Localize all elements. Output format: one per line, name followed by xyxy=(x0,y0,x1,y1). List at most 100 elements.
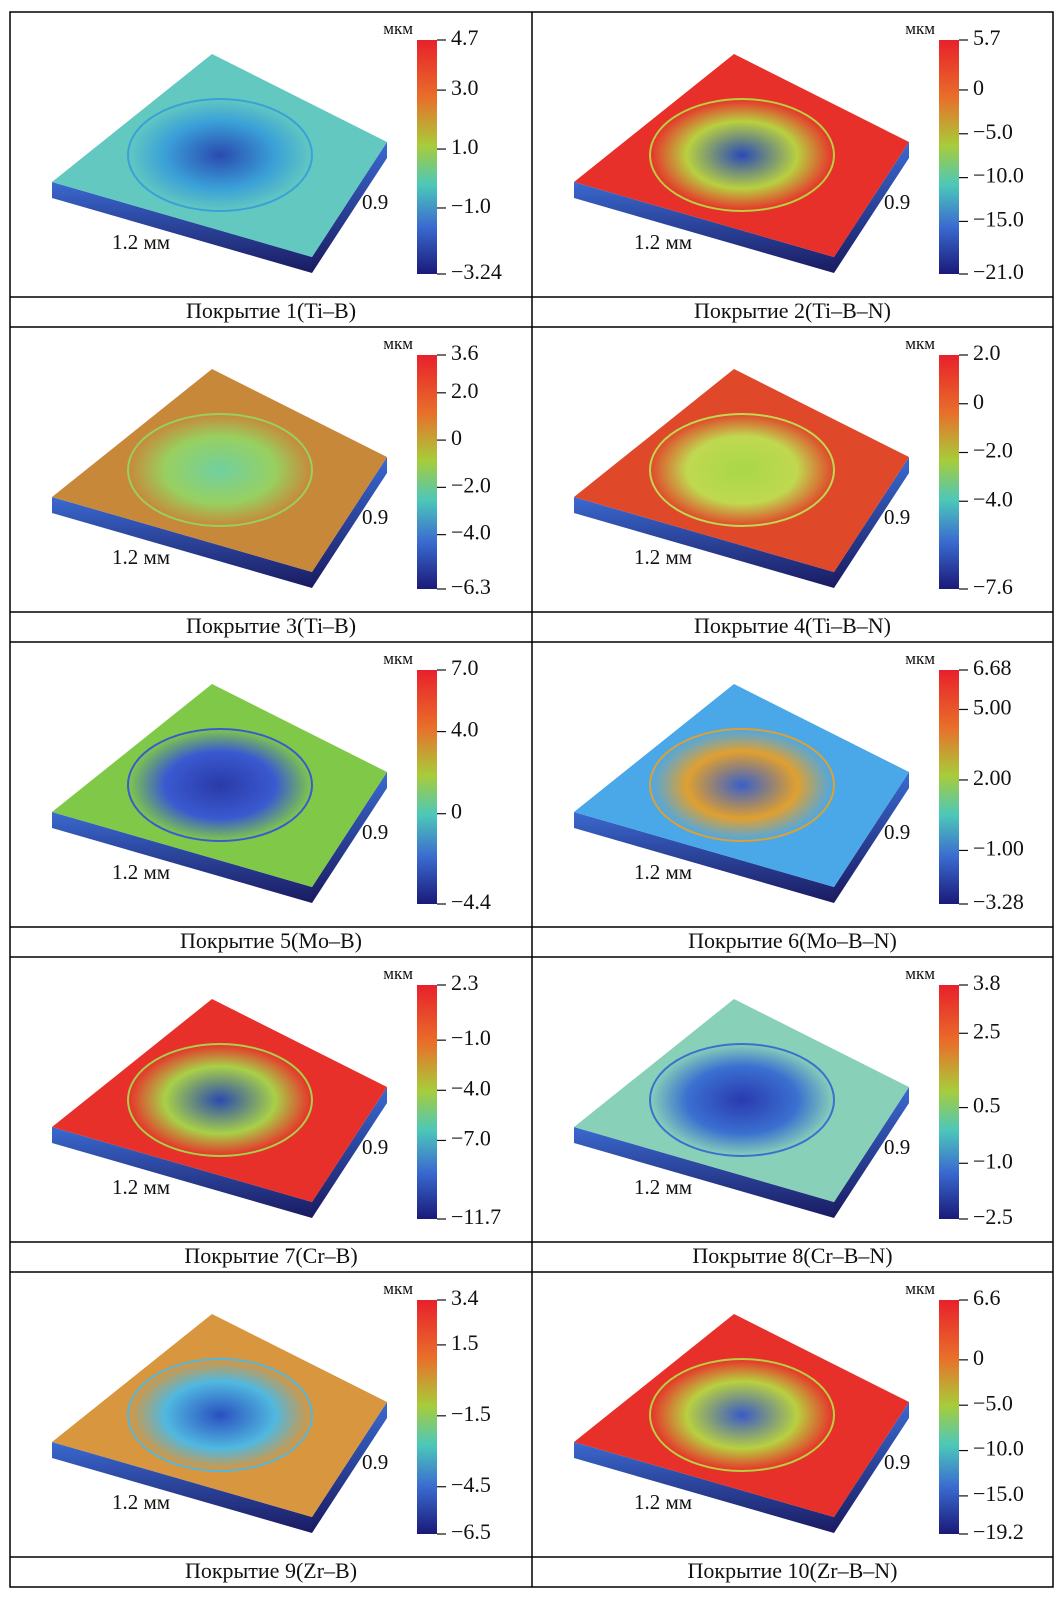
colorbar-tick-label: −3.24 xyxy=(451,259,502,284)
panel: 1.2 мм0.9мкм3.82.50.5−1.0−2.5Покрытие 8(… xyxy=(574,964,1013,1268)
crater xyxy=(128,729,312,841)
colorbar xyxy=(939,1300,959,1534)
unit-label: мкм xyxy=(905,964,935,983)
unit-label: мкм xyxy=(383,964,413,983)
colorbar-tick-label: −19.2 xyxy=(973,1519,1024,1544)
x-size-label: 1.2 мм xyxy=(112,230,170,254)
colorbar-tick-label: −5.0 xyxy=(973,1390,1013,1415)
colorbar-tick-label: −4.0 xyxy=(451,1075,491,1100)
y-size-label: 0.9 xyxy=(884,505,910,529)
panel-caption: Покрытие 8(Cr–B–N) xyxy=(692,1243,892,1268)
y-size-label: 0.9 xyxy=(362,820,388,844)
colorbar-tick-label: −4.4 xyxy=(451,889,491,914)
colorbar-tick-label: −2.0 xyxy=(451,472,491,497)
y-size-label: 0.9 xyxy=(884,1450,910,1474)
panel: 1.2 мм0.9мкм2.00−2.0−4.0−7.6Покрытие 4(T… xyxy=(574,334,1013,638)
panel-caption: Покрытие 4(Ti–B–N) xyxy=(694,613,891,638)
unit-label: мкм xyxy=(383,1279,413,1298)
colorbar xyxy=(417,355,437,589)
colorbar-tick-label: 0 xyxy=(451,799,462,824)
colorbar-tick-label: 0 xyxy=(973,389,984,414)
colorbar-tick-label: −4.0 xyxy=(451,520,491,545)
colorbar xyxy=(417,670,437,904)
colorbar-tick-label: −1.0 xyxy=(451,1025,491,1050)
colorbar-tick-label: 6.68 xyxy=(973,655,1012,680)
colorbar-tick-label: 2.3 xyxy=(451,970,479,995)
crater xyxy=(650,414,834,526)
crater xyxy=(128,99,312,211)
colorbar-tick-label: −6.5 xyxy=(451,1519,491,1544)
unit-label: мкм xyxy=(905,1279,935,1298)
colorbar-tick-label: 2.0 xyxy=(973,340,1001,365)
crater xyxy=(128,1359,312,1471)
colorbar xyxy=(939,40,959,274)
y-size-label: 0.9 xyxy=(884,1135,910,1159)
colorbar xyxy=(939,670,959,904)
colorbar-tick-label: 5.00 xyxy=(973,695,1012,720)
crater xyxy=(128,414,312,526)
page: {"panels": [ {"caption": "Покрытие 1(Ti–… xyxy=(0,0,1063,1614)
panel-caption: Покрытие 3(Ti–B) xyxy=(186,613,356,638)
colorbar-tick-label: 3.6 xyxy=(451,340,479,365)
colorbar-tick-label: −4.5 xyxy=(451,1472,491,1497)
panel: 1.2 мм 0.9 мкм 3.6 2.0 0 −2.0 −4.0 −6.3 Покрытие … xyxy=(52,334,491,638)
y-size-label: 0.9 xyxy=(362,505,388,529)
colorbar xyxy=(417,1300,437,1534)
panel-caption: Покрытие 6(Mo–B–N) xyxy=(688,928,897,953)
colorbar-tick-label: 2.5 xyxy=(973,1018,1001,1043)
panel-caption: Покрытие 2(Ti–B–N) xyxy=(694,298,891,323)
colorbar-tick-label: −6.3 xyxy=(451,574,491,599)
panel: 1.2 мм0.9мкм3.41.5−1.5−4.5−6.5Покрытие 9… xyxy=(52,1279,491,1583)
unit-label: мкм xyxy=(383,649,413,668)
colorbar-tick-label: 3.0 xyxy=(451,75,479,100)
colorbar-tick-label: 6.6 xyxy=(973,1285,1001,1310)
colorbar-tick-label: 1.5 xyxy=(451,1330,479,1355)
y-size-label: 0.9 xyxy=(884,190,910,214)
colorbar-tick-label: −15.0 xyxy=(973,206,1024,231)
unit-label: мкм xyxy=(905,19,935,38)
colorbar-tick-label: −21.0 xyxy=(973,259,1024,284)
unit-label: мкм xyxy=(905,649,935,668)
colorbar-tick-label: 1.0 xyxy=(451,134,479,159)
colorbar-tick-label: −11.7 xyxy=(451,1204,501,1229)
x-size-label: 1.2 мм xyxy=(634,545,692,569)
colorbar-tick-label: −4.0 xyxy=(973,486,1013,511)
x-size-label: 1.2 мм xyxy=(112,860,170,884)
colorbar-tick-label: 5.7 xyxy=(973,25,1001,50)
colorbar-tick-label: 0 xyxy=(451,425,462,450)
x-size-label: 1.2 мм xyxy=(634,860,692,884)
crater xyxy=(650,1359,834,1471)
colorbar-tick-label: 2.0 xyxy=(451,378,479,403)
colorbar-tick-label: −1.00 xyxy=(973,835,1024,860)
colorbar xyxy=(417,985,437,1219)
unit-label: мкм xyxy=(383,334,413,353)
panel: 1.2 мм 0.9 мкм 2.3 −1.0 −4.0 −7.0 −11.7 Покрытие… xyxy=(52,964,501,1268)
colorbar-tick-label: −10.0 xyxy=(973,163,1024,188)
colorbar-tick-label: 0 xyxy=(973,1345,984,1370)
colorbar-tick-label: 4.7 xyxy=(451,25,479,50)
x-size-label: 1.2 мм xyxy=(634,230,692,254)
crater xyxy=(128,1044,312,1156)
colorbar-tick-label: 3.4 xyxy=(451,1285,479,1310)
unit-label: мкм xyxy=(905,334,935,353)
colorbar-tick-label: −1.0 xyxy=(973,1148,1013,1173)
crater xyxy=(650,729,834,841)
crater xyxy=(650,1044,834,1156)
colorbar-tick-label: −1.5 xyxy=(451,1401,491,1426)
colorbar-tick-label: 4.0 xyxy=(451,717,479,742)
colorbar-tick-label: −7.0 xyxy=(451,1125,491,1150)
x-size-label: 1.2 мм xyxy=(112,1175,170,1199)
y-size-label: 0.9 xyxy=(362,190,388,214)
crater xyxy=(650,99,834,211)
x-size-label: 1.2 мм xyxy=(634,1490,692,1514)
panel-caption: Покрытие 7(Cr–B) xyxy=(184,1243,357,1268)
colorbar-tick-label: −1.0 xyxy=(451,193,491,218)
figure: 1.2 мм0.9мкм4.73.01.0−1.0−3.24Покрытие 1… xyxy=(0,0,1063,1614)
x-size-label: 1.2 мм xyxy=(634,1175,692,1199)
x-size-label: 1.2 мм xyxy=(112,545,170,569)
colorbar xyxy=(939,355,959,589)
y-size-label: 0.9 xyxy=(362,1135,388,1159)
